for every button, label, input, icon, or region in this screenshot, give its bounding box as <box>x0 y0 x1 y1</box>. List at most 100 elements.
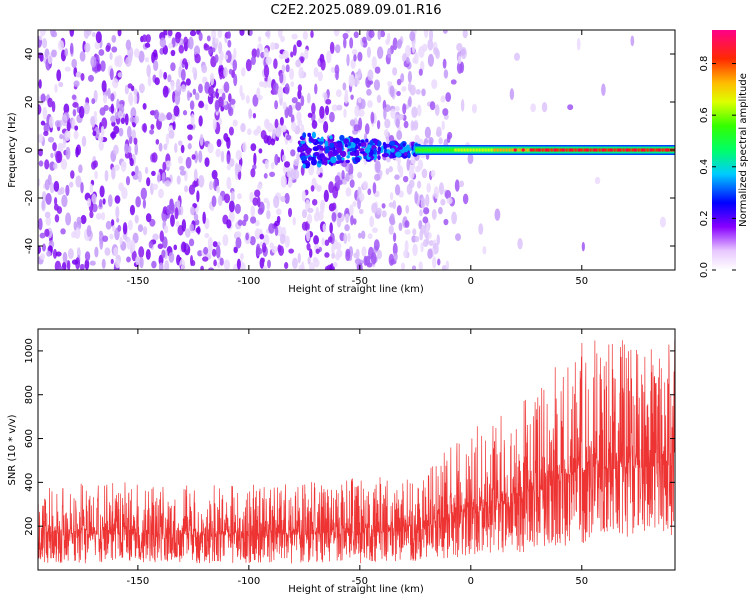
spectrogram-noise-cell <box>278 245 285 256</box>
spectrogram-noise-cell <box>57 266 64 270</box>
spectrogram-noise-cell <box>284 235 290 248</box>
spectrogram-noise-cell <box>110 219 115 227</box>
spectrogram-noise-cell <box>313 67 319 78</box>
spectrogram-noise-cell <box>332 261 338 268</box>
spectrogram-noise-cell <box>190 113 195 127</box>
spectrogram-noise-cell <box>334 44 341 54</box>
spectrogram-noise-cell <box>64 66 71 72</box>
spectrogram-noise-cell <box>442 30 448 34</box>
spectrogram-y-axis-label: Frequency (Hz) <box>7 112 18 188</box>
spectrogram-noise-cell <box>93 160 98 168</box>
spectrogram-transition-cell <box>308 156 312 161</box>
spectrogram-noise-cell <box>122 231 128 241</box>
spectrogram-noise-cell <box>223 81 230 94</box>
spectrogram-noise-cell <box>117 30 122 37</box>
spectrogram-noise-cell <box>659 216 666 228</box>
spectrogram-noise-cell <box>101 80 107 93</box>
snr-frame <box>37 328 676 571</box>
signal-line-peak <box>665 148 669 152</box>
spectrogram-noise-cell <box>372 182 377 194</box>
spectrogram-noise-cell <box>194 92 200 101</box>
spectrogram-noise-cell <box>90 55 97 68</box>
signal-line-core-cell <box>616 148 619 152</box>
spectrogram-noise-cell <box>76 216 82 226</box>
spectrogram-noise-cell <box>287 174 293 188</box>
colorbar-tick-label: 0.0 <box>699 262 710 278</box>
spectrogram-noise-cell <box>162 161 167 172</box>
spectrogram-noise-cell <box>66 121 71 132</box>
spectrogram-noise-cell <box>83 102 90 115</box>
spectrogram-noise-cell <box>84 259 90 270</box>
spectrogram-noise-cell <box>232 59 238 72</box>
spectrogram-noise-cell <box>223 66 228 78</box>
spectrogram-noise-cell <box>436 126 442 137</box>
spectrogram-noise-cell <box>211 47 216 53</box>
spectrogram-noise-cell <box>120 117 126 125</box>
spectrogram-transition-cell <box>324 140 329 147</box>
spectrogram-noise-cell <box>280 35 285 43</box>
spectrogram-noise-cell <box>233 47 237 60</box>
spectrogram-noise-cell <box>263 64 270 78</box>
spectrogram-noise-cell <box>237 219 243 226</box>
spectrogram-noise-cell <box>372 227 378 233</box>
spectrogram-noise-cell <box>158 188 164 199</box>
spectrogram-noise-cell <box>420 224 426 235</box>
spectrogram-noise-cell <box>80 181 84 194</box>
spectrogram-noise-cell <box>316 184 322 191</box>
spectrogram-noise-cell <box>69 42 74 55</box>
spectrogram-noise-cell <box>335 89 342 98</box>
spectrogram-noise-cell <box>366 262 373 268</box>
spectrogram-noise-cell <box>78 105 85 119</box>
spectrogram-noise-cell <box>187 143 192 150</box>
spectrogram-noise-cell <box>357 51 363 62</box>
snr-y-axis-label: SNR (10 * v/v) <box>7 414 18 485</box>
spectrogram-noise-cell <box>395 118 400 129</box>
spectrogram-transition-cell <box>310 158 317 166</box>
signal-line-peak <box>649 148 653 152</box>
spectrogram-noise-cell <box>54 214 60 223</box>
spectrogram-noise-cell <box>41 38 48 49</box>
spectrogram-noise-cell <box>52 142 57 152</box>
spectrogram-noise-cell <box>250 168 256 178</box>
spectrogram-noise-cell <box>304 48 309 60</box>
spectrogram-noise-cell <box>176 254 181 266</box>
signal-line-core-cell <box>463 148 466 152</box>
spectrogram-noise-cell <box>317 211 324 221</box>
spectrogram-noise-cell <box>389 213 395 225</box>
spectrogram-transition-cell <box>352 138 357 143</box>
spectrogram-noise-cell <box>297 252 301 264</box>
spectrogram-noise-cell <box>152 183 159 191</box>
spectrogram-noise-cell <box>170 214 175 227</box>
spectrogram-noise-cell <box>311 120 318 129</box>
spectrogram-noise-cell <box>274 100 279 110</box>
spectrogram-transition-cell <box>325 149 329 154</box>
signal-line-core-cell <box>493 148 496 152</box>
spectrogram-noise-cell <box>384 118 391 129</box>
spectrogram-noise-cell <box>420 197 426 209</box>
spectrogram-noise-cell <box>329 111 335 123</box>
signal-line-core-cell <box>655 148 658 152</box>
spectrogram-noise-cell <box>362 180 369 190</box>
spectrogram-noise-cell <box>146 177 151 187</box>
spectrogram-noise-cell <box>392 200 397 210</box>
spectrogram-noise-cell <box>403 120 409 129</box>
spectrogram-noise-cell <box>406 183 413 195</box>
spectrogram-noise-cell <box>188 184 196 195</box>
spectrogram-noise-cell <box>266 122 274 133</box>
spectrogram-noise-cell <box>62 139 67 149</box>
spectrogram-noise-cell <box>198 101 205 109</box>
spectrogram-noise-cell <box>111 35 117 43</box>
spectrogram-noise-cell <box>113 144 119 156</box>
spectrogram-noise-cell <box>429 101 436 111</box>
spectrogram-noise-cell <box>174 207 179 220</box>
spectrogram-noise-cell <box>256 87 261 99</box>
spectrogram-noise-cell <box>192 88 197 95</box>
spectrogram-noise-cell <box>360 98 366 110</box>
spectrogram-noise-cell <box>358 208 364 215</box>
spectrogram-noise-cell <box>39 30 46 37</box>
spectrogram-noise-cell <box>61 194 68 208</box>
spectrogram-noise-cell <box>177 155 183 164</box>
signal-line-core-cell <box>511 148 514 152</box>
spectrogram-noise-cell <box>154 77 160 86</box>
spectrogram-noise-cell <box>348 74 354 87</box>
